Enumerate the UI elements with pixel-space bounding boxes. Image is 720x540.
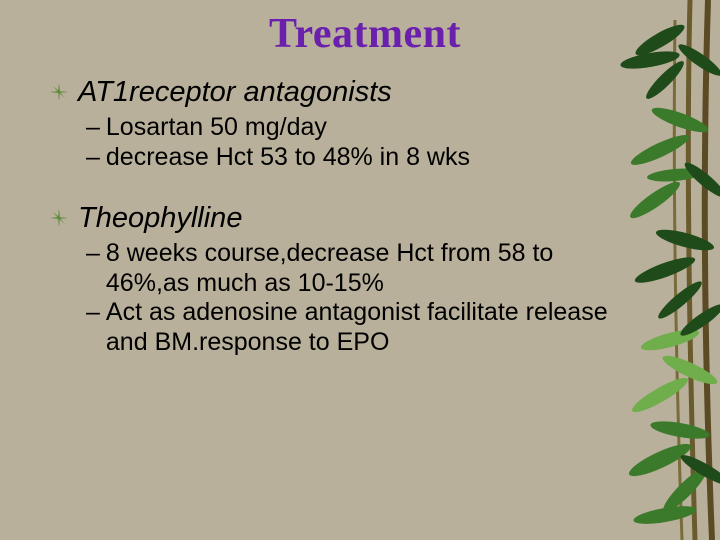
content-area: AT1receptor antagonists – Losartan 50 mg… xyxy=(50,76,610,357)
list-item-text: 8 weeks course,decrease Hct from 58 to 4… xyxy=(106,239,610,298)
list-item: – Losartan 50 mg/day xyxy=(86,113,610,143)
list-item: – 8 weeks course,decrease Hct from 58 to… xyxy=(86,239,610,298)
dash-bullet: – xyxy=(86,239,100,298)
section-1-header: AT1receptor antagonists xyxy=(50,76,610,109)
list-item-text: decrease Hct 53 to 48% in 8 wks xyxy=(106,143,610,173)
section-2-list: – 8 weeks course,decrease Hct from 58 to… xyxy=(86,239,610,357)
section-2-header: Theophylline xyxy=(50,202,610,235)
dash-bullet: – xyxy=(86,113,100,143)
dash-bullet: – xyxy=(86,143,100,173)
section-1-heading: AT1receptor antagonists xyxy=(78,76,392,109)
section-1-list: – Losartan 50 mg/day – decrease Hct 53 t… xyxy=(86,113,610,172)
section-2-heading: Theophylline xyxy=(78,202,242,235)
slide-title: Treatment xyxy=(85,10,645,58)
slide: Treatment AT1receptor antagonists xyxy=(0,0,720,540)
list-item: – decrease Hct 53 to 48% in 8 wks xyxy=(86,143,610,173)
section-2: Theophylline – 8 weeks course,decrease H… xyxy=(50,202,610,357)
dash-bullet: – xyxy=(86,298,100,357)
section-1: AT1receptor antagonists – Losartan 50 mg… xyxy=(50,76,610,172)
starburst-icon xyxy=(50,83,70,109)
list-item-text: Losartan 50 mg/day xyxy=(106,113,610,143)
starburst-icon xyxy=(50,209,70,235)
list-item: – Act as adenosine antagonist facilitate… xyxy=(86,298,610,357)
list-item-text: Act as adenosine antagonist facilitate r… xyxy=(106,298,610,357)
